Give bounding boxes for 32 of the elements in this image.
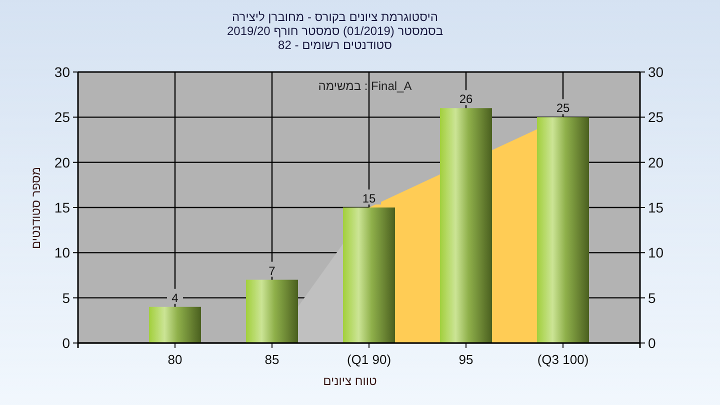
x-tick-label: (Q1 90) bbox=[346, 352, 392, 367]
data-label: 7 bbox=[268, 264, 276, 278]
y-tick-label: 20 bbox=[54, 154, 70, 170]
data-label: 25 bbox=[556, 101, 570, 116]
bar bbox=[149, 306, 201, 343]
x-tick-label: 85 bbox=[264, 352, 280, 367]
y2-tick-label: 5 bbox=[648, 290, 656, 306]
y2-tick-label: 30 bbox=[648, 64, 664, 80]
y2-tick-label: 0 bbox=[648, 335, 656, 351]
y-axis-title: מספר סטודנטים bbox=[29, 166, 43, 250]
y-tick-label: 25 bbox=[54, 109, 70, 126]
y-tick-label: 5 bbox=[62, 290, 70, 306]
y2-tick-label: 25 bbox=[648, 109, 664, 126]
y-tick-label: 10 bbox=[54, 244, 70, 261]
annotation: במשימה : Final_A bbox=[318, 79, 412, 93]
chart-title: היסטוגרמת ציונים בקורס - מחוברן ליצירה bbox=[232, 10, 438, 24]
data-label: 15 bbox=[362, 192, 376, 206]
y-tick-label: 15 bbox=[54, 200, 70, 216]
y2-tick-label: 10 bbox=[648, 244, 664, 261]
y2-tick-label: 15 bbox=[648, 200, 664, 216]
y2-tick-label: 20 bbox=[648, 154, 664, 170]
bar bbox=[440, 108, 492, 343]
y-tick-label: 30 bbox=[54, 64, 70, 80]
data-label: 26 bbox=[459, 92, 473, 106]
x-tick-label: 80 bbox=[168, 352, 182, 367]
y-tick-label: 0 bbox=[62, 335, 70, 351]
bar bbox=[537, 117, 589, 343]
chart-subtitle: בסמסטר (01/2019) סמסטר חורף 2019/20 סטודנטים רשומים - 82 bbox=[226, 24, 444, 52]
x-axis-title: טווח ציונים bbox=[323, 374, 378, 388]
x-tick-label: 95 bbox=[458, 352, 474, 367]
data-label: 4 bbox=[172, 290, 179, 305]
x-tick-label: (Q3 100) bbox=[537, 352, 589, 367]
